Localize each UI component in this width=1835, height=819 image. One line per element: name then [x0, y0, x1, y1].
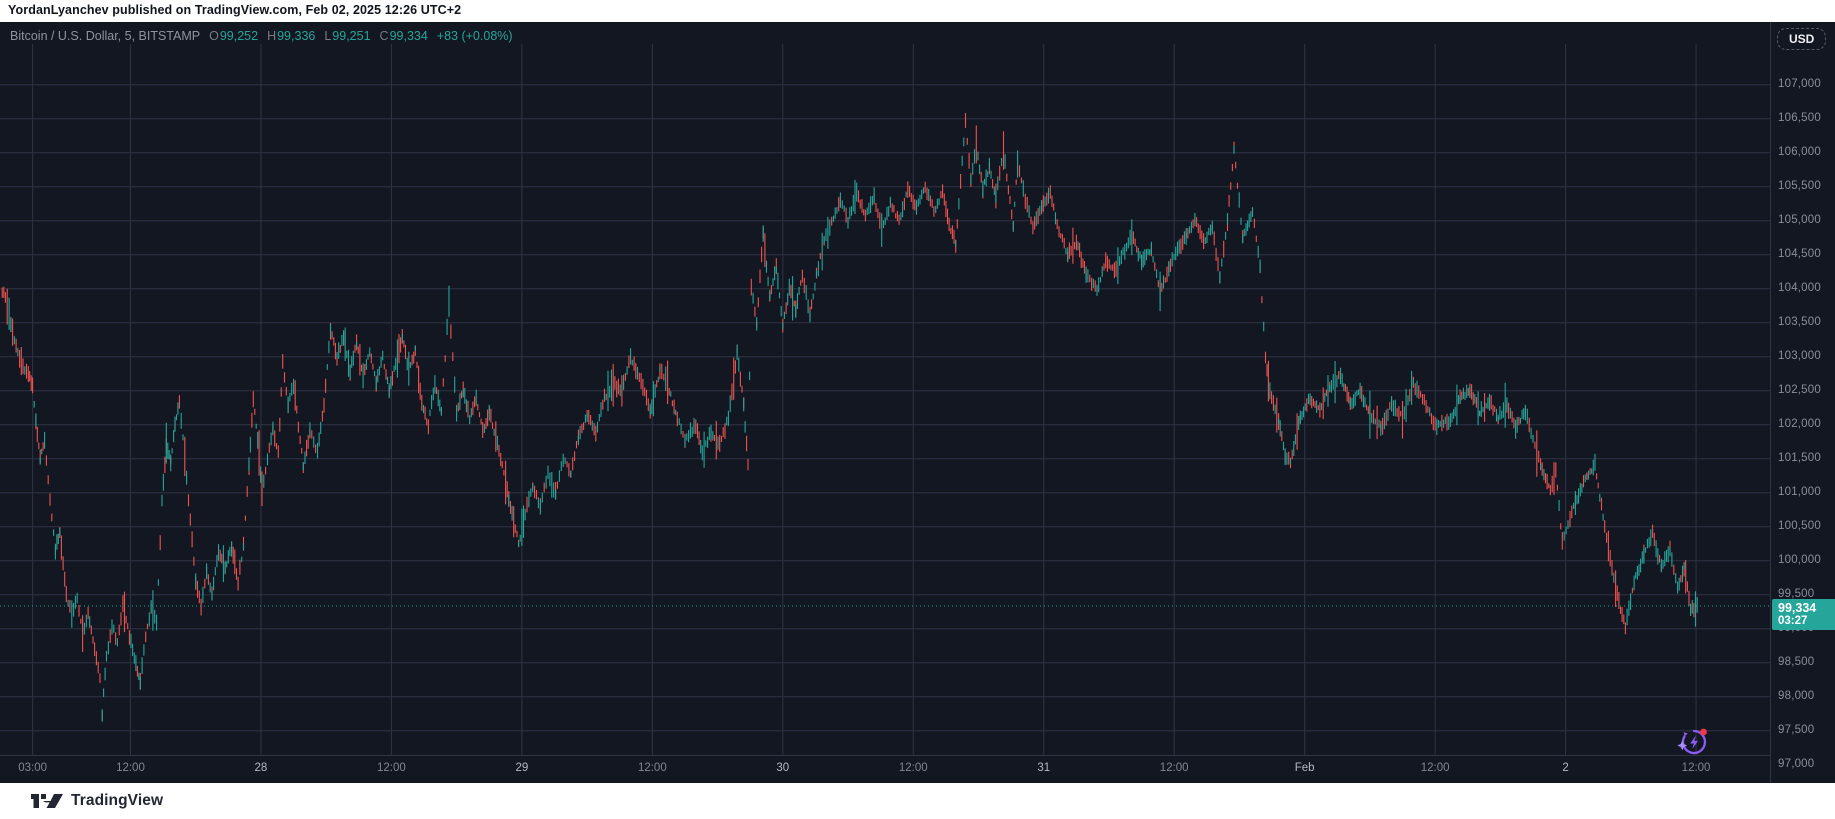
- price-tick-label: 99,500: [1778, 587, 1815, 600]
- symbol-legend[interactable]: Bitcoin / U.S. Dollar, 5, BITSTAMP O 99,2…: [10, 29, 513, 43]
- time-tick-label: 12:00: [1420, 762, 1450, 774]
- time-tick-label: 30: [776, 762, 790, 774]
- alert-dot: [1700, 728, 1707, 736]
- candles-down: [1, 113, 1695, 721]
- price-tick-label: 100,500: [1778, 519, 1821, 532]
- high-label: H: [267, 29, 277, 43]
- chart-panel[interactable]: Bitcoin / U.S. Dollar, 5, BITSTAMP O 99,2…: [0, 22, 1835, 784]
- time-tick-label: Feb: [1294, 762, 1315, 774]
- open-value: 99,252: [219, 29, 259, 43]
- time-tick-label: 03:00: [18, 762, 47, 774]
- price-axis[interactable]: USD 107,000 106,500 106,000 105,500 105,000 1…: [1770, 22, 1835, 783]
- price-tick-label: 97,500: [1778, 723, 1815, 736]
- price-tick-label: 107,000: [1778, 77, 1821, 90]
- sparkle-star: [1677, 740, 1688, 751]
- currency-toggle-button[interactable]: USD: [1777, 28, 1827, 50]
- change-value: +83 (+0.08%): [436, 29, 513, 43]
- bar-countdown: 03:27: [1778, 615, 1808, 628]
- tradingview-wordmark: TradingView: [71, 792, 164, 809]
- time-tick-label: 12:00: [898, 762, 928, 774]
- price-tick-label: 106,000: [1778, 145, 1821, 158]
- price-tick-label: 104,500: [1778, 247, 1821, 260]
- last-price-badge: 99,334 03:27: [1772, 599, 1835, 631]
- price-tick-label: 98,000: [1778, 689, 1815, 702]
- chart-plot-area[interactable]: [0, 22, 1770, 783]
- published-line: YordanLyanchev published on TradingView.…: [8, 3, 462, 17]
- price-tick-label: 103,000: [1778, 349, 1821, 362]
- time-tick-label: 12:00: [377, 762, 406, 774]
- price-tick-label: 105,000: [1778, 213, 1821, 226]
- tradingview-logo[interactable]: TradingView: [30, 792, 163, 810]
- lightning-bolt: [1690, 735, 1698, 750]
- time-tick-label: 12:00: [637, 762, 667, 774]
- close-label: C: [379, 29, 389, 43]
- site-footer: TradingView: [0, 783, 1835, 819]
- open-label: O: [209, 29, 219, 43]
- price-tick-label: 104,000: [1778, 281, 1821, 294]
- time-axis[interactable]: 03:00 12:00 28 12:00 29 12:00 30 12:00 31 12:00 Fe…: [0, 755, 1770, 784]
- time-tick-label: 28: [254, 762, 268, 774]
- time-tick-label: 12:00: [1681, 762, 1711, 774]
- price-tick-label: 98,500: [1778, 655, 1815, 668]
- price-tick-label: 102,000: [1778, 417, 1821, 430]
- last-price-value: 99,334: [1778, 601, 1817, 616]
- price-tick-label: 100,000: [1778, 553, 1821, 566]
- high-value: 99,336: [277, 29, 316, 43]
- arrowhead: [1683, 732, 1688, 737]
- time-tick-label: 2: [1562, 762, 1569, 774]
- symbol-title: Bitcoin / U.S. Dollar, 5, BITSTAMP: [10, 29, 201, 43]
- lightning-events-icon[interactable]: [1676, 724, 1712, 760]
- low-value: 99,251: [332, 29, 371, 43]
- price-tick-label: 103,500: [1778, 315, 1821, 328]
- publish-header: YordanLyanchev published on TradingView.…: [0, 0, 1835, 22]
- price-tick-label: 101,500: [1778, 451, 1821, 464]
- price-tick-label: 105,500: [1778, 179, 1821, 192]
- close-value: 99,334: [389, 29, 428, 43]
- price-tick-label: 106,500: [1778, 111, 1821, 124]
- time-tick-label: 12:00: [1159, 762, 1189, 774]
- time-tick-label: 12:00: [116, 762, 145, 774]
- time-tick-label: 31: [1037, 762, 1051, 774]
- low-label: L: [324, 29, 332, 43]
- price-tick-label: 102,500: [1778, 383, 1821, 396]
- price-tick-label: 97,000: [1778, 757, 1815, 770]
- price-tick-label: 101,000: [1778, 485, 1821, 498]
- time-tick-label: 29: [515, 762, 529, 774]
- candles-up: [8, 137, 1698, 722]
- tradingview-logo-icon: [31, 794, 63, 808]
